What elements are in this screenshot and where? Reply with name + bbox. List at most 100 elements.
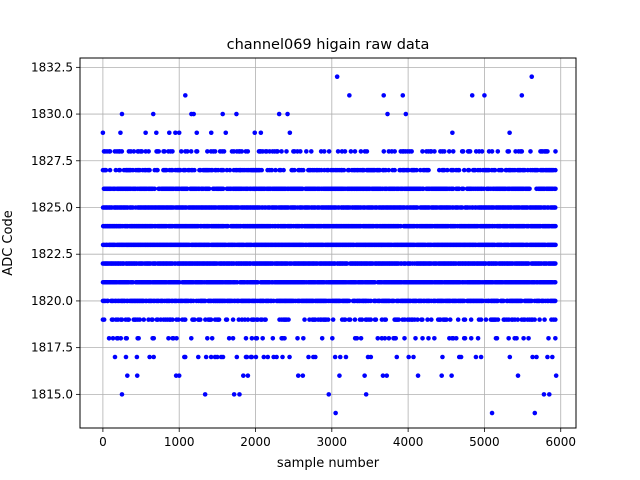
y-tick-label: 1817.5 <box>31 341 73 355</box>
data-point <box>152 186 157 192</box>
data-point <box>119 149 125 154</box>
data-point <box>380 373 386 378</box>
data-point <box>429 149 434 154</box>
data-point <box>552 279 558 285</box>
data-point <box>244 354 250 360</box>
data-point <box>154 130 159 136</box>
data-point <box>274 354 279 360</box>
data-point <box>441 149 447 154</box>
data-point <box>492 167 498 173</box>
data-point <box>495 149 501 154</box>
data-point <box>521 336 526 341</box>
data-point <box>406 354 411 360</box>
plot-area <box>79 57 577 429</box>
data-point <box>362 373 367 378</box>
data-point <box>300 373 306 378</box>
data-point <box>456 167 462 173</box>
axes-frame <box>79 57 577 429</box>
data-point <box>335 149 341 154</box>
data-point <box>394 354 400 360</box>
data-point <box>284 149 289 154</box>
data-point <box>333 410 338 416</box>
data-point <box>553 223 558 229</box>
data-point <box>453 336 459 341</box>
data-point <box>225 223 231 229</box>
data-point <box>514 336 519 341</box>
data-point <box>479 149 485 154</box>
x-tick-label: 4000 <box>393 435 424 449</box>
data-point <box>426 167 431 173</box>
data-point <box>124 336 130 341</box>
data-point <box>420 149 425 154</box>
data-point <box>101 317 107 322</box>
data-point <box>178 167 183 173</box>
data-point <box>528 149 533 154</box>
data-point <box>230 336 236 341</box>
y-tick-label: 1825.0 <box>31 200 73 214</box>
data-point <box>182 317 188 322</box>
data-point <box>461 167 467 173</box>
data-point <box>381 93 387 98</box>
x-axis: 0 1000 2000 3000 4000 5000 6000 <box>99 428 576 449</box>
data-point <box>252 130 258 136</box>
data-point <box>253 354 259 360</box>
data-point <box>245 149 251 154</box>
data-point <box>258 130 264 136</box>
data-point <box>534 354 539 360</box>
data-point <box>230 317 236 322</box>
data-point <box>440 354 445 360</box>
data-point <box>553 317 558 322</box>
data-point <box>553 186 558 192</box>
data-point <box>306 354 311 360</box>
data-point <box>495 317 501 322</box>
data-point <box>295 373 301 378</box>
x-tick-label: 6000 <box>545 435 576 449</box>
data-point <box>542 317 547 322</box>
data-point <box>259 167 264 173</box>
data-point <box>261 354 267 360</box>
data-point <box>473 354 479 360</box>
data-point <box>400 93 406 98</box>
data-point <box>281 167 286 173</box>
data-point <box>426 336 431 341</box>
data-point <box>119 392 125 397</box>
data-point <box>270 336 276 341</box>
data-point <box>125 373 130 378</box>
data-point <box>146 317 151 322</box>
data-point <box>216 317 222 322</box>
data-point <box>553 242 558 248</box>
data-point <box>227 167 233 173</box>
data-point <box>467 149 473 154</box>
data-point <box>537 317 542 322</box>
data-point <box>334 74 340 79</box>
data-point <box>415 317 420 322</box>
data-point <box>364 149 370 154</box>
data-point <box>240 373 246 378</box>
data-point <box>107 149 113 154</box>
data-point <box>191 111 196 117</box>
data-point <box>409 149 414 154</box>
data-point <box>300 167 306 173</box>
data-point <box>118 336 124 341</box>
data-point <box>265 354 271 360</box>
data-point <box>445 167 450 173</box>
data-point <box>202 392 208 397</box>
data-point <box>363 392 369 397</box>
data-point <box>245 373 251 378</box>
data-point <box>287 130 293 136</box>
data-point <box>420 317 425 322</box>
data-point <box>119 111 125 117</box>
data-point <box>176 373 182 378</box>
data-point <box>279 149 284 154</box>
data-point <box>352 317 358 322</box>
data-point <box>354 336 360 341</box>
data-point <box>285 111 290 117</box>
data-point <box>373 317 379 322</box>
data-point <box>151 336 157 341</box>
data-point <box>249 336 255 341</box>
data-point <box>550 354 555 360</box>
data-point <box>392 149 398 154</box>
data-point <box>298 149 303 154</box>
x-tick-label: 3000 <box>317 435 348 449</box>
data-point <box>280 354 285 360</box>
